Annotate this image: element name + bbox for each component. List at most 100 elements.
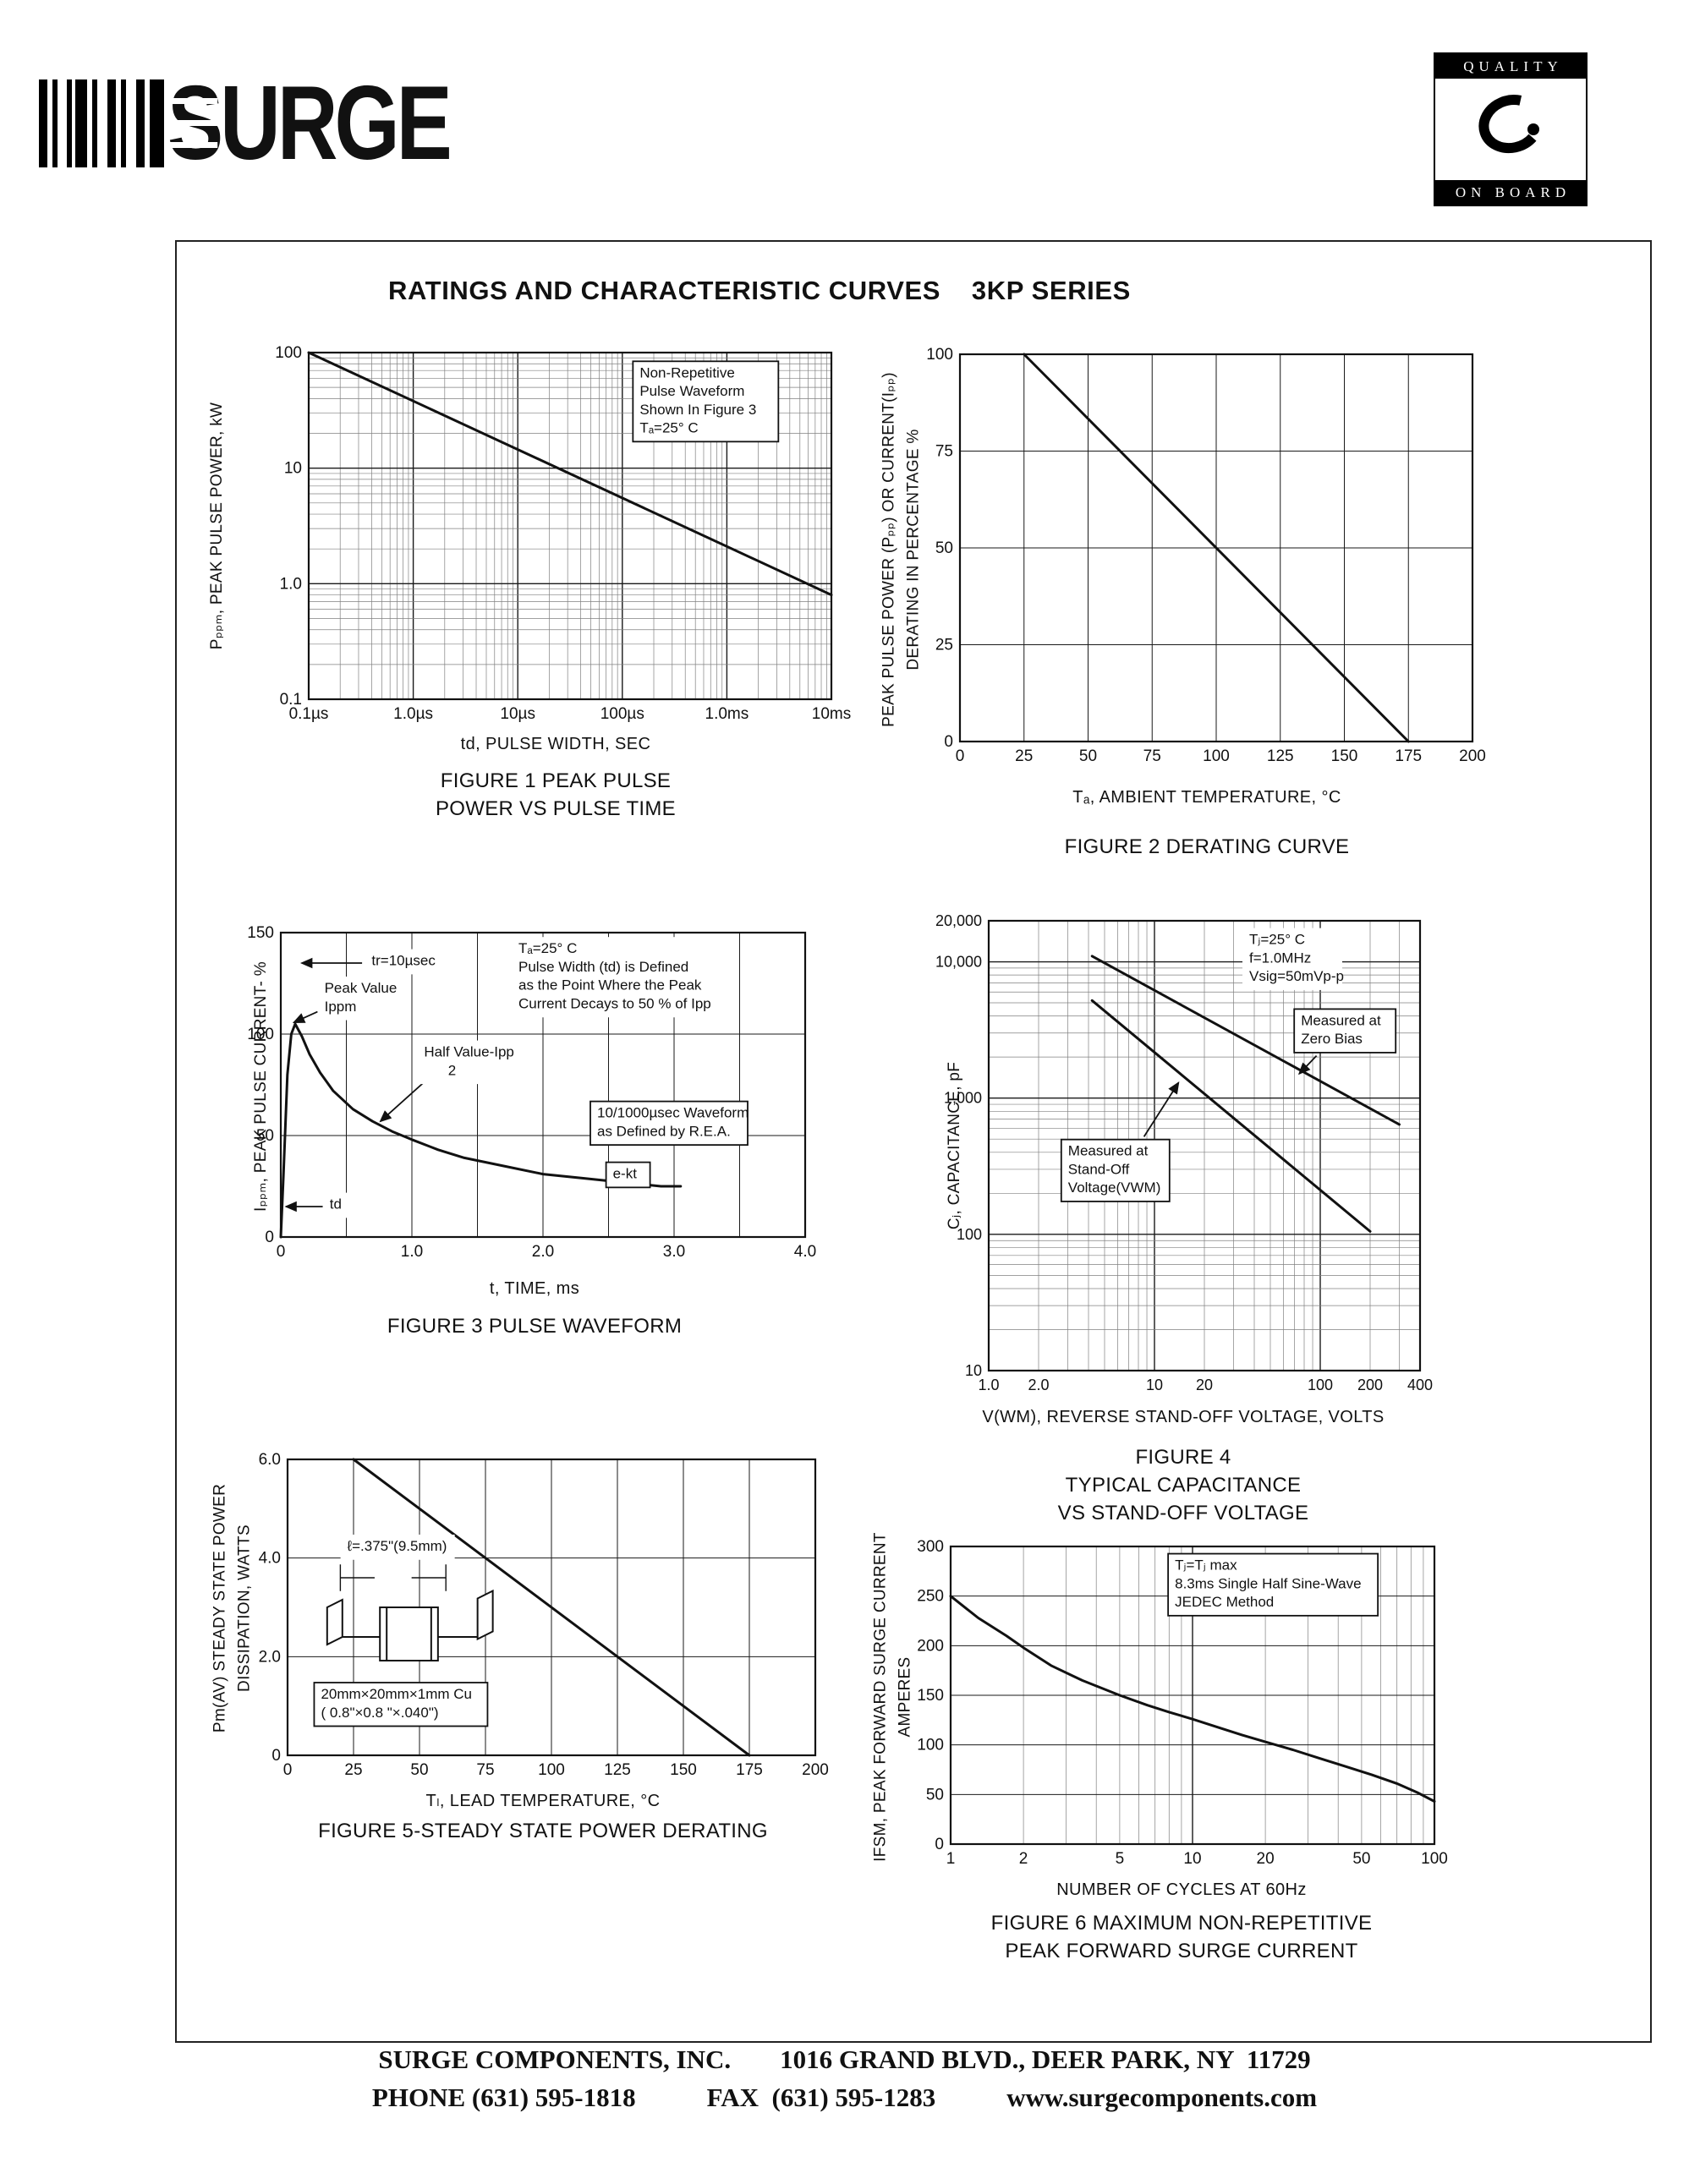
svg-text:Tₐ=25° C: Tₐ=25° C <box>518 940 577 956</box>
svg-text:1.0ms: 1.0ms <box>705 705 749 723</box>
chart-canvas: 1.0 2.0 10 20 100 200 400 20,000 10,000 1,000 100 1… <box>935 912 1433 1393</box>
svg-text:0.1: 0.1 <box>280 691 302 709</box>
svg-text:1: 1 <box>946 1850 956 1868</box>
chart-canvas: 0 25 50 75 100 125 150 175 200 100 75 50 25 0 <box>926 346 1486 765</box>
svg-text:Non-Repetitive: Non-Repetitive <box>639 364 734 380</box>
figure2-caption: FIGURE 2 DERATING CURVE <box>1064 835 1350 858</box>
surge-barcode-icon <box>39 79 164 167</box>
svg-text:Measured at: Measured at <box>1068 1143 1149 1159</box>
svg-text:5: 5 <box>1116 1850 1125 1868</box>
figure-5: Pm(AV) STEADY STATE POWER DISSIPATION, W… <box>200 1435 869 1875</box>
chart-canvas: 0 25 50 75 100 125 150 175 200 6.0 4.0 2.0 0 ℓ=.375"(… <box>259 1451 829 1779</box>
svg-text:150: 150 <box>670 1761 697 1779</box>
figure1-x-axis-label: td, PULSE WIDTH, SEC <box>460 735 651 753</box>
svg-text:50: 50 <box>1352 1850 1370 1868</box>
svg-text:Voltage(VWM): Voltage(VWM) <box>1068 1180 1161 1196</box>
figure6-chart: 1 2 5 10 20 50 100 300 250 200 150 100 50 0 Tⱼ=Tⱼ max 8… <box>907 1536 1456 1879</box>
svg-text:150: 150 <box>1331 747 1358 765</box>
svg-text:0: 0 <box>265 1229 274 1246</box>
svg-text:100: 100 <box>1421 1850 1448 1868</box>
svg-text:0: 0 <box>277 1243 286 1261</box>
svg-text:200: 200 <box>802 1761 829 1779</box>
figure2-chart: 0 25 50 75 100 125 150 175 200 100 75 50 25 0 <box>919 344 1494 780</box>
page-title: RATINGS AND CHARACTERISTIC CURVES 3KP SE… <box>388 276 1131 305</box>
svg-text:Tⱼ=25° C: Tⱼ=25° C <box>1249 932 1305 948</box>
svg-text:50: 50 <box>935 539 953 557</box>
svg-text:1.0: 1.0 <box>401 1243 423 1261</box>
svg-text:100: 100 <box>1203 747 1230 765</box>
svg-text:e-kt: e-kt <box>613 1166 638 1182</box>
quality-crescent-icon <box>1478 95 1539 154</box>
svg-text:10: 10 <box>1183 1850 1201 1868</box>
curves-panel: RATINGS AND CHARACTERISTIC CURVES 3KP SE… <box>175 240 1652 2043</box>
svg-text:Stand-Off: Stand-Off <box>1068 1161 1130 1177</box>
svg-text:Vsig=50mVp-p: Vsig=50mVp-p <box>1249 968 1344 984</box>
figure-4: Cⱼ, CAPACITANCE, pF 1.0 2.0 10 20 100 200 400 2… <box>881 911 1541 1536</box>
svg-text:2.0: 2.0 <box>1028 1377 1049 1393</box>
chart-canvas: 1 2 5 10 20 50 100 300 250 200 150 100 50 0 Tⱼ=Tⱼ max8… <box>917 1538 1448 1868</box>
figure-1: Pₚₚₘ, PEAK PULSE POWER, kW 0.1µs 1.0µs 10µ… <box>200 344 869 820</box>
svg-text:100: 100 <box>1308 1377 1333 1393</box>
svg-text:3.0: 3.0 <box>663 1243 685 1261</box>
chart-canvas: 0 1.0 2.0 3.0 4.0 150 100 50 0 tr=10µsec Peak Valu… <box>247 924 816 1261</box>
svg-text:4.0: 4.0 <box>259 1550 281 1568</box>
svg-text:Current Decays to 50 % of Ipp: Current Decays to 50 % of Ipp <box>518 995 711 1011</box>
figure6-caption: FIGURE 6 MAXIMUM NON-REPETITIVE PEAK FOR… <box>990 1912 1373 1963</box>
svg-text:10: 10 <box>284 460 302 478</box>
svg-text:200: 200 <box>1357 1377 1383 1393</box>
surge-logo: SURGE <box>39 71 519 176</box>
figure-2: PEAK PULSE POWER (Pₚₚ) OR CURRENT(Iₚₚ) D… <box>880 344 1541 885</box>
svg-text:as the Point Where the Peak: as the Point Where the Peak <box>518 977 702 993</box>
svg-text:Zero Bias: Zero Bias <box>1301 1031 1363 1047</box>
svg-text:4.0: 4.0 <box>794 1243 816 1261</box>
svg-text:150: 150 <box>247 924 274 942</box>
logo-stripe <box>167 142 218 148</box>
figure5-chart: 0 25 50 75 100 125 150 175 200 6.0 4.0 2.0 0 ℓ=.375"(… <box>247 1448 839 1790</box>
svg-text:0: 0 <box>283 1761 293 1779</box>
svg-text:0: 0 <box>271 1747 281 1765</box>
figure2-x-axis-label: Tₐ, AMBIENT TEMPERATURE, °C <box>1072 788 1341 807</box>
footer-phone: PHONE (631) 595-1818 <box>371 2083 636 2112</box>
svg-text:Tₐ=25° C: Tₐ=25° C <box>639 420 698 436</box>
svg-text:1.0µs: 1.0µs <box>393 705 433 723</box>
svg-text:Pulse Width (td) is Defined: Pulse Width (td) is Defined <box>518 959 688 975</box>
svg-text:100: 100 <box>275 344 302 362</box>
footer-line-1: SURGE COMPONENTS, INC. 1016 GRAND BLVD.,… <box>0 2044 1689 2075</box>
footer: SURGE COMPONENTS, INC. 1016 GRAND BLVD.,… <box>0 2044 1689 2113</box>
svg-text:( 0.8"×0.8 "×.040"): ( 0.8"×0.8 "×.040") <box>321 1705 438 1721</box>
figure3-x-axis-label: t, TIME, ms <box>489 1279 580 1298</box>
svg-text:175: 175 <box>1395 747 1422 765</box>
figure3-caption: FIGURE 3 PULSE WAVEFORM <box>387 1315 683 1338</box>
svg-text:10/1000µsec Waveform: 10/1000µsec Waveform <box>597 1105 749 1121</box>
svg-text:1.0: 1.0 <box>280 575 302 593</box>
svg-text:125: 125 <box>1267 747 1294 765</box>
svg-text:400: 400 <box>1407 1377 1433 1393</box>
svg-text:25: 25 <box>344 1761 362 1779</box>
svg-text:2: 2 <box>424 1062 456 1078</box>
svg-text:2: 2 <box>1019 1850 1028 1868</box>
svg-text:0.1µs: 0.1µs <box>289 705 329 723</box>
svg-text:10µs: 10µs <box>500 705 535 723</box>
footer-line-2: PHONE (631) 595-1818 FAX (631) 595-1283 … <box>0 2083 1689 2113</box>
figure3-chart: 0 1.0 2.0 3.0 4.0 150 100 50 0 tr=10µsec Peak Valu… <box>239 921 831 1272</box>
svg-text:100: 100 <box>917 1737 944 1754</box>
svg-text:as Defined by R.E.A.: as Defined by R.E.A. <box>597 1123 731 1139</box>
footer-address: 1016 GRAND BLVD., DEER PARK, NY 11729 <box>780 2044 1311 2074</box>
svg-text:0: 0 <box>956 747 965 765</box>
figure1-chart: 0.1µs 1.0µs 10µs 100µs 1.0ms 10ms 100 10 1.0 0.1 N… <box>260 344 852 737</box>
svg-text:100: 100 <box>247 1026 274 1043</box>
quality-badge-middle <box>1435 79 1586 180</box>
footer-fax: FAX (631) 595-1283 <box>706 2083 936 2112</box>
svg-text:Peak Value: Peak Value <box>325 980 398 996</box>
svg-text:Half Value-Ipp: Half Value-Ipp <box>424 1044 513 1060</box>
svg-text:ℓ=.375"(9.5mm): ℓ=.375"(9.5mm) <box>347 1538 447 1554</box>
figure-3: Iₚₚₘ, PEAK PULSE CURRENT- % 0 1.0 2.0 3.0 4.… <box>200 911 869 1359</box>
svg-text:100: 100 <box>538 1761 565 1779</box>
svg-text:1,000: 1,000 <box>944 1090 982 1107</box>
figure1-caption: FIGURE 1 PEAK PULSE POWER VS PULSE TIME <box>436 769 676 821</box>
figure5-x-axis-label: Tₗ, LEAD TEMPERATURE, °C <box>425 1792 661 1810</box>
figure4-x-axis-label: V(WM), REVERSE STAND-OFF VOLTAGE, VOLTS <box>982 1408 1385 1426</box>
svg-text:2.0: 2.0 <box>259 1648 281 1666</box>
logo-stripe <box>167 120 218 126</box>
